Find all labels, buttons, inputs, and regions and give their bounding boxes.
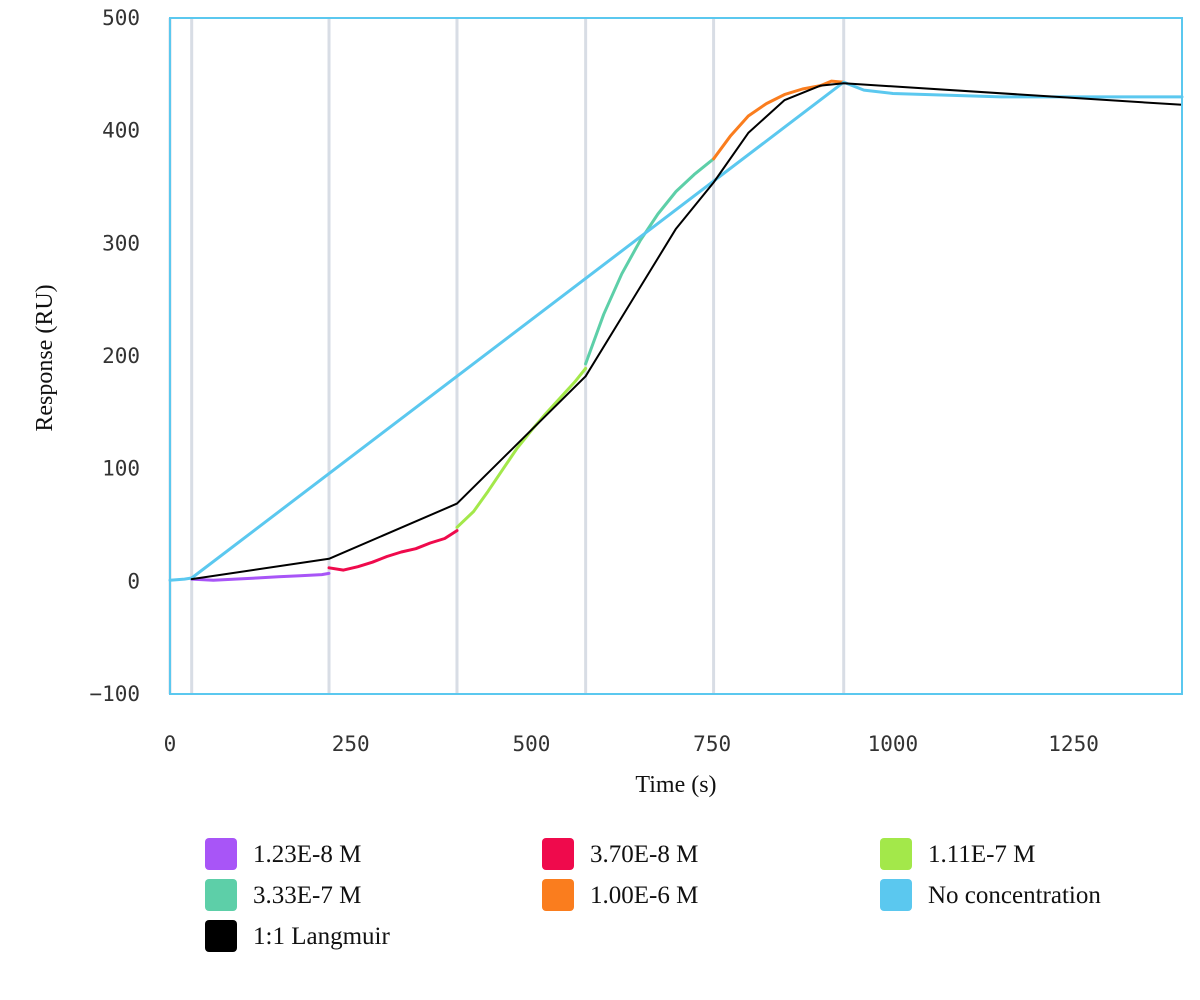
legend-swatch (205, 838, 237, 870)
series-line-3 (584, 157, 716, 366)
x-tick-label: 0 (164, 732, 177, 756)
legend-item: 1:1 Langmuir (205, 920, 390, 952)
legend-swatch (205, 879, 237, 911)
x-tick-label: 1250 (1048, 732, 1099, 756)
series-lines (168, 79, 1184, 582)
x-axis-ticks: 0 250 500 750 1000 1250 (164, 732, 1099, 756)
series-line-0 (190, 571, 331, 582)
y-tick-label: 500 (102, 6, 140, 30)
series-line-5 (168, 80, 1184, 582)
legend-swatch (880, 879, 912, 911)
legend-swatch (542, 879, 574, 911)
legend-label: 3.70E-8 M (590, 841, 698, 868)
series-line-1 (327, 529, 459, 572)
y-tick-label: 200 (102, 344, 140, 368)
legend-label: 3.33E-7 M (253, 882, 361, 909)
legend-item: No concentration (880, 879, 1101, 911)
legend-label: 1:1 Langmuir (253, 923, 390, 950)
series-line-2 (455, 366, 588, 529)
legend-item: 1.11E-7 M (880, 838, 1035, 870)
y-axis-ticks: 500 400 300 200 100 0 −100 (89, 6, 140, 706)
legend: 1.23E-8 M 3.70E-8 M 1.11E-7 M 3.33E-7 M 1.00… (205, 838, 1101, 952)
plot-frame (169, 17, 1183, 695)
series-line-4 (712, 79, 846, 161)
x-axis-title: Time (s) (635, 772, 716, 798)
legend-item: 1.23E-8 M (205, 838, 361, 870)
legend-swatch (542, 838, 574, 870)
x-tick-label: 750 (693, 732, 731, 756)
legend-label: 1.00E-6 M (590, 882, 698, 909)
legend-item: 1.00E-6 M (542, 879, 698, 911)
y-tick-label: −100 (89, 682, 140, 706)
y-tick-label: 300 (102, 231, 140, 255)
series-line-6 (190, 82, 1183, 581)
x-tick-label: 1000 (868, 732, 919, 756)
y-tick-label: 0 (127, 569, 140, 593)
legend-label: No concentration (928, 882, 1101, 909)
legend-item: 3.33E-7 M (205, 879, 361, 911)
plot-background (170, 18, 1182, 694)
injection-boundary-lines (168, 18, 846, 694)
legend-swatch (880, 838, 912, 870)
y-axis-title: Response (RU) (32, 284, 58, 431)
y-tick-label: 400 (102, 119, 140, 143)
x-tick-label: 250 (332, 732, 370, 756)
legend-label: 1.11E-7 M (928, 841, 1035, 868)
legend-item: 3.70E-8 M (542, 838, 698, 870)
y-tick-label: 100 (102, 457, 140, 481)
legend-label: 1.23E-8 M (253, 841, 361, 868)
x-tick-label: 500 (512, 732, 550, 756)
legend-swatch (205, 920, 237, 952)
